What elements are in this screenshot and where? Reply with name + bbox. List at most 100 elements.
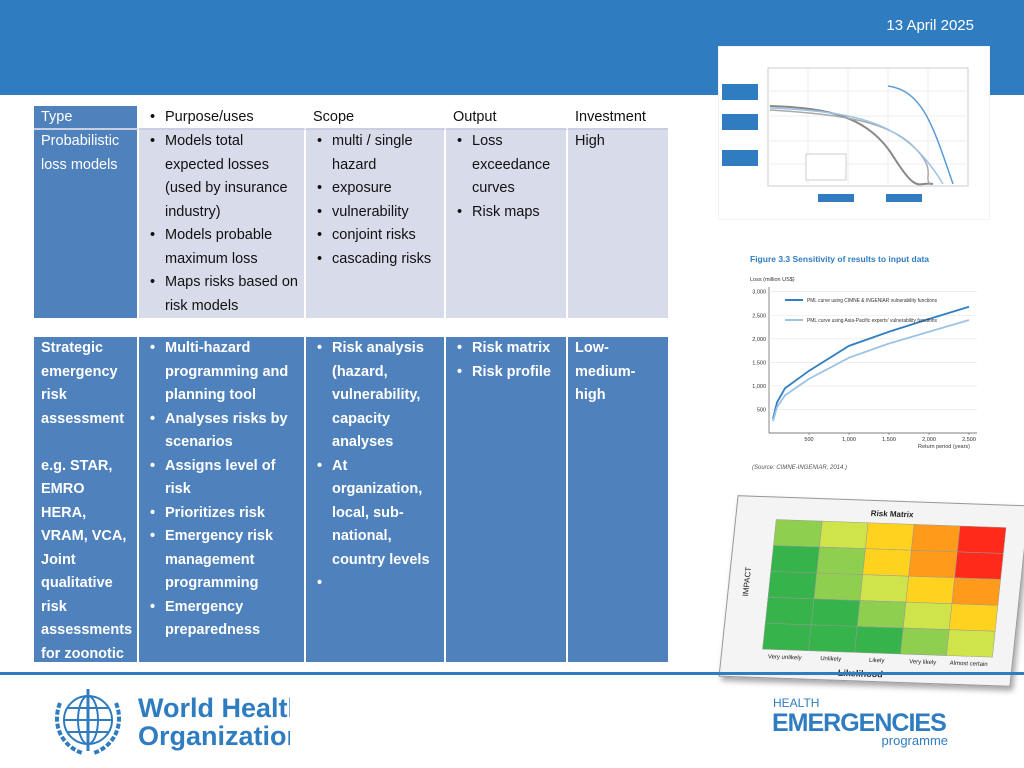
bullet-item: Emergency risk management programming (150, 525, 298, 596)
y-axis-label: Loss (million US$) (750, 277, 795, 283)
callout (818, 194, 854, 202)
matrix-column-label: Likely (869, 658, 885, 665)
legend-box (805, 153, 847, 181)
bullet-item: Loss exceedance curves (457, 130, 560, 201)
matrix-cell (816, 546, 866, 575)
callout (886, 194, 922, 202)
matrix-y-label: IMPACT (741, 567, 753, 597)
curve (769, 105, 934, 186)
matrix-column-label: Very likely (909, 659, 937, 666)
table-cell: Strategic emergency risk assessment e.g. … (34, 337, 139, 662)
x-tick-label: 2,000 (922, 437, 936, 443)
bullet-item: Multi-hazard programming and planning to… (150, 337, 298, 408)
legend-label: PML curve using Asia-Pacific experts' vu… (807, 318, 937, 324)
y-tick-label: 1,500 (752, 360, 766, 366)
bullet-item: exposure (317, 177, 438, 201)
matrix-cell (770, 545, 820, 574)
line-series (772, 319, 970, 422)
table-strategic: Strategic emergency risk assessment e.g. … (34, 337, 668, 662)
matrix-column-label: Unlikely (820, 656, 842, 663)
table-cell: Risk matrixRisk profile (446, 337, 568, 662)
bullet-list: multi / single hazardexposurevulnerabili… (313, 130, 438, 271)
programme-text: programme (882, 733, 948, 748)
matrix-cell (859, 574, 909, 603)
who-name: World Health (138, 693, 290, 723)
y-tick-label: 2,500 (752, 313, 766, 319)
table-cell: Low-medium-high (568, 337, 668, 662)
bullet-item: Models probable maximum loss (150, 224, 298, 271)
matrix-cell (767, 571, 817, 600)
callout (722, 150, 758, 166)
who-logo: World Health Organization (55, 689, 290, 755)
cell-text: e.g. STAR, EMRO HERA, VRAM, VCA, Joint q… (41, 457, 133, 662)
matrix-cell (900, 627, 950, 656)
bullet-list: Risk matrixRisk profile (453, 337, 560, 384)
matrix-cell (854, 626, 904, 655)
risk-matrix-svg: Risk Matrix Likelihood IMPACT Very unlik… (741, 509, 1007, 679)
sensitivity-figure: Figure 3.3 Sensitivity of results to inp… (750, 254, 977, 471)
matrix-cell (773, 519, 823, 548)
callout (722, 114, 758, 130)
matrix-cell (905, 575, 955, 604)
table-cell: Models total expected losses (used by in… (139, 130, 306, 318)
matrix-cell (808, 624, 858, 653)
x-tick-label: 1,500 (882, 437, 896, 443)
matrix-cell (862, 548, 912, 577)
bullet-item: Risk profile (457, 361, 560, 385)
bullet-list: Risk analysis (hazard, vulnerability, ca… (313, 337, 438, 596)
bullet-item: Analyses risks by scenarios (150, 408, 298, 455)
programme-text: HEALTH (773, 696, 819, 710)
matrix-cell (911, 524, 961, 553)
matrix-cell (908, 550, 958, 579)
header-cell: Type (34, 106, 139, 130)
cell-text: Strategic emergency risk assessment (41, 340, 125, 427)
matrix-cell (902, 601, 953, 630)
matrix-cell (810, 598, 861, 627)
bullet-item: Risk analysis (hazard, vulnerability, ca… (317, 337, 438, 455)
matrix-cell (765, 597, 815, 626)
loss-exceedance-figure (718, 46, 990, 220)
who-emblem (55, 689, 121, 755)
bullet-item: At organization, local, sub-national, co… (317, 455, 438, 573)
matrix-cell (957, 525, 1007, 554)
footer-line (0, 672, 1024, 675)
matrix-cell (819, 520, 869, 549)
matrix-cell (951, 577, 1001, 606)
table-probabilistic: Type Purpose/uses Scope Output Investmen… (34, 106, 668, 318)
y-tick-label: 2,000 (752, 337, 766, 343)
bullet-item: Emergency preparedness (150, 596, 298, 643)
bullet-item: Risk maps (457, 201, 560, 225)
plot-frame (767, 67, 969, 187)
y-tick-label: 1,000 (752, 384, 766, 390)
figure-title: Figure 3.3 Sensitivity of results to inp… (750, 254, 929, 264)
header-cell: Investment (568, 106, 668, 130)
table-cell: Risk analysis (hazard, vulnerability, ca… (306, 337, 446, 662)
table-cell: Probabilistic loss models (34, 130, 139, 318)
table-header: Type Purpose/uses Scope Output Investmen… (34, 106, 668, 130)
x-axis-label: Return period (years) (918, 444, 970, 450)
plot-grid (768, 68, 968, 186)
matrix-title: Risk Matrix (870, 509, 914, 519)
matrix-cell (948, 603, 999, 632)
matrix-column-label: Almost certain (949, 661, 988, 668)
header-cell: Purpose/uses (139, 106, 306, 130)
bullet-list: Multi-hazard programming and planning to… (146, 337, 298, 643)
table-row: Probabilistic loss modelsModels total ex… (34, 130, 668, 318)
bullet-item: Risk matrix (457, 337, 560, 361)
x-tick-label: 2,500 (962, 437, 976, 443)
matrix-cell (813, 572, 863, 601)
legend-label: PML curve using CIMNE & INGENIAR vulnera… (807, 298, 937, 304)
matrix-column-label: Very unlikely (768, 654, 802, 661)
figure-bg (718, 46, 990, 220)
bullet-item: Maps risks based on risk models (150, 271, 298, 318)
bullet-list: Loss exceedance curvesRisk maps (453, 130, 560, 224)
bullet-item: multi / single hazard (317, 130, 438, 177)
line-series (772, 305, 970, 420)
programme-text: EMERGENCIES (772, 709, 946, 737)
bullet-item: Assigns level of risk (150, 455, 298, 502)
header-text: Purpose/uses (150, 106, 298, 128)
matrix-cell (762, 622, 812, 652)
date: 13 April 2025 (886, 17, 974, 34)
risk-matrix: Risk Matrix Likelihood IMPACT Very unlik… (718, 495, 1024, 687)
figure-source: (Source: CIMNE-INGENIAR, 2014.) (752, 465, 847, 471)
